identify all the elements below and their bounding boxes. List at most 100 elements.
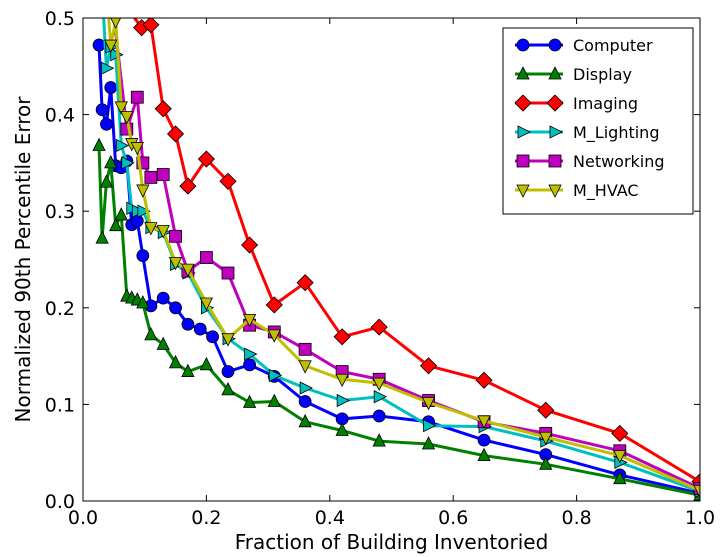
data-point-networking bbox=[169, 229, 182, 243]
legend-marker-imaging bbox=[514, 94, 532, 112]
data-point-imaging bbox=[333, 328, 351, 346]
data-point-computer bbox=[221, 365, 235, 378]
series-line-imaging bbox=[132, 18, 700, 483]
data-point-networking bbox=[144, 170, 158, 184]
legend-box bbox=[502, 27, 694, 215]
data-point-m-hvac bbox=[421, 397, 436, 411]
data-point-display bbox=[221, 382, 235, 396]
legend-label-m-lighting: M_Lighting bbox=[573, 123, 659, 143]
data-point-m-hvac bbox=[693, 484, 700, 499]
data-point-computer bbox=[193, 322, 207, 336]
data-point-display bbox=[421, 436, 436, 450]
legend-marker-m-hvac bbox=[516, 184, 530, 198]
data-point-display bbox=[156, 336, 170, 350]
data-point-m-hvac bbox=[110, 18, 122, 29]
data-point-m-lighting bbox=[115, 138, 130, 153]
legend-marker-networking bbox=[516, 154, 530, 168]
data-point-imaging bbox=[219, 172, 237, 190]
data-point-imaging bbox=[419, 357, 438, 375]
series-layer bbox=[92, 18, 700, 501]
axes-layer: 0.0 0.2 0.4 0.6 0.8 1.0 0.0 0.1 0.2 0.3 0.4 0.5 bbox=[45, 8, 715, 529]
data-point-imaging bbox=[265, 296, 283, 314]
data-point-m-lighting bbox=[101, 61, 115, 75]
legend-label-networking: Networking bbox=[573, 152, 665, 171]
data-point-m-hvac bbox=[242, 313, 257, 328]
legend-marker-display bbox=[516, 66, 530, 80]
data-point-display bbox=[335, 422, 349, 436]
data-point-computer bbox=[372, 409, 386, 423]
data-point-m-lighting bbox=[299, 381, 314, 395]
data-point-computer bbox=[181, 317, 195, 331]
data-point-m-hvac bbox=[104, 39, 118, 53]
x-tick-label: 0.2 bbox=[191, 507, 221, 529]
legend-marker-computer bbox=[548, 38, 562, 52]
legend-marker-imaging bbox=[546, 94, 564, 112]
data-point-display bbox=[613, 470, 627, 485]
data-point-m-hvac bbox=[477, 415, 491, 429]
data-point-computer bbox=[169, 301, 182, 315]
data-point-computer bbox=[156, 291, 170, 305]
y-tick-label: 0.2 bbox=[45, 298, 75, 320]
data-point-m-hvac bbox=[539, 431, 553, 446]
data-point-m-hvac bbox=[120, 111, 134, 125]
data-point-m-hvac bbox=[335, 373, 349, 388]
data-point-display bbox=[199, 356, 214, 371]
data-point-networking bbox=[199, 251, 213, 264]
data-point-m-hvac bbox=[156, 225, 170, 239]
data-point-m-hvac bbox=[114, 101, 128, 115]
series-display bbox=[92, 137, 700, 501]
data-point-display bbox=[92, 137, 106, 151]
data-point-m-lighting bbox=[244, 347, 258, 361]
y-tick-label: 0.4 bbox=[45, 105, 75, 127]
legend: Computer Display Imaging M_Lighting Networki… bbox=[502, 27, 694, 215]
y-tick-label: 0.5 bbox=[45, 8, 75, 30]
data-point-m-hvac bbox=[130, 142, 144, 156]
data-point-display bbox=[104, 155, 118, 169]
data-point-computer bbox=[136, 249, 150, 263]
data-point-imaging bbox=[179, 177, 197, 195]
y-tick-label: 0.0 bbox=[45, 491, 75, 513]
data-point-imaging bbox=[537, 401, 555, 419]
legend-label-display: Display bbox=[573, 65, 632, 84]
data-point-computer bbox=[92, 38, 106, 52]
legend-marker-computer bbox=[516, 38, 530, 52]
data-point-display bbox=[99, 174, 114, 188]
data-point-computer bbox=[477, 433, 491, 447]
legend-marker-m-lighting bbox=[549, 125, 563, 139]
data-point-computer bbox=[95, 103, 109, 117]
x-axis-label: Fraction of Building Inventoried bbox=[235, 530, 549, 554]
data-point-computer bbox=[206, 330, 219, 344]
x-tick-label: 0.8 bbox=[561, 507, 591, 529]
data-point-m-lighting bbox=[373, 390, 388, 404]
series-m-hvac bbox=[104, 18, 700, 499]
y-tick-label: 0.3 bbox=[45, 201, 75, 223]
data-point-display bbox=[372, 433, 386, 447]
data-point-m-hvac bbox=[144, 222, 158, 236]
data-point-display bbox=[95, 230, 109, 244]
data-point-m-hvac bbox=[136, 184, 150, 198]
data-point-display bbox=[136, 295, 150, 309]
data-point-m-hvac bbox=[221, 333, 235, 347]
data-point-imaging bbox=[154, 100, 172, 118]
data-point-imaging bbox=[197, 150, 215, 168]
plot-frame bbox=[82, 17, 701, 502]
data-point-m-lighting bbox=[137, 204, 151, 218]
y-axis-label: Normalized 90th Percentile Error bbox=[11, 96, 35, 423]
x-tick-label: 1.0 bbox=[685, 507, 715, 529]
data-point-m-hvac bbox=[267, 329, 281, 343]
data-point-computer bbox=[243, 358, 256, 372]
data-point-computer bbox=[100, 117, 113, 131]
data-point-display bbox=[168, 354, 183, 369]
legend-marker-display bbox=[548, 66, 562, 80]
data-point-display bbox=[242, 394, 257, 408]
data-point-imaging bbox=[611, 424, 629, 442]
data-point-m-lighting bbox=[423, 419, 437, 433]
legend-label-imaging: Imaging bbox=[573, 94, 638, 113]
data-point-m-lighting bbox=[268, 368, 283, 383]
legend-label-m-hvac: M_HVAC bbox=[573, 181, 639, 201]
data-point-display bbox=[144, 326, 158, 341]
data-point-computer bbox=[298, 395, 312, 408]
legend-marker-m-hvac bbox=[548, 184, 562, 198]
data-point-display bbox=[114, 207, 128, 221]
